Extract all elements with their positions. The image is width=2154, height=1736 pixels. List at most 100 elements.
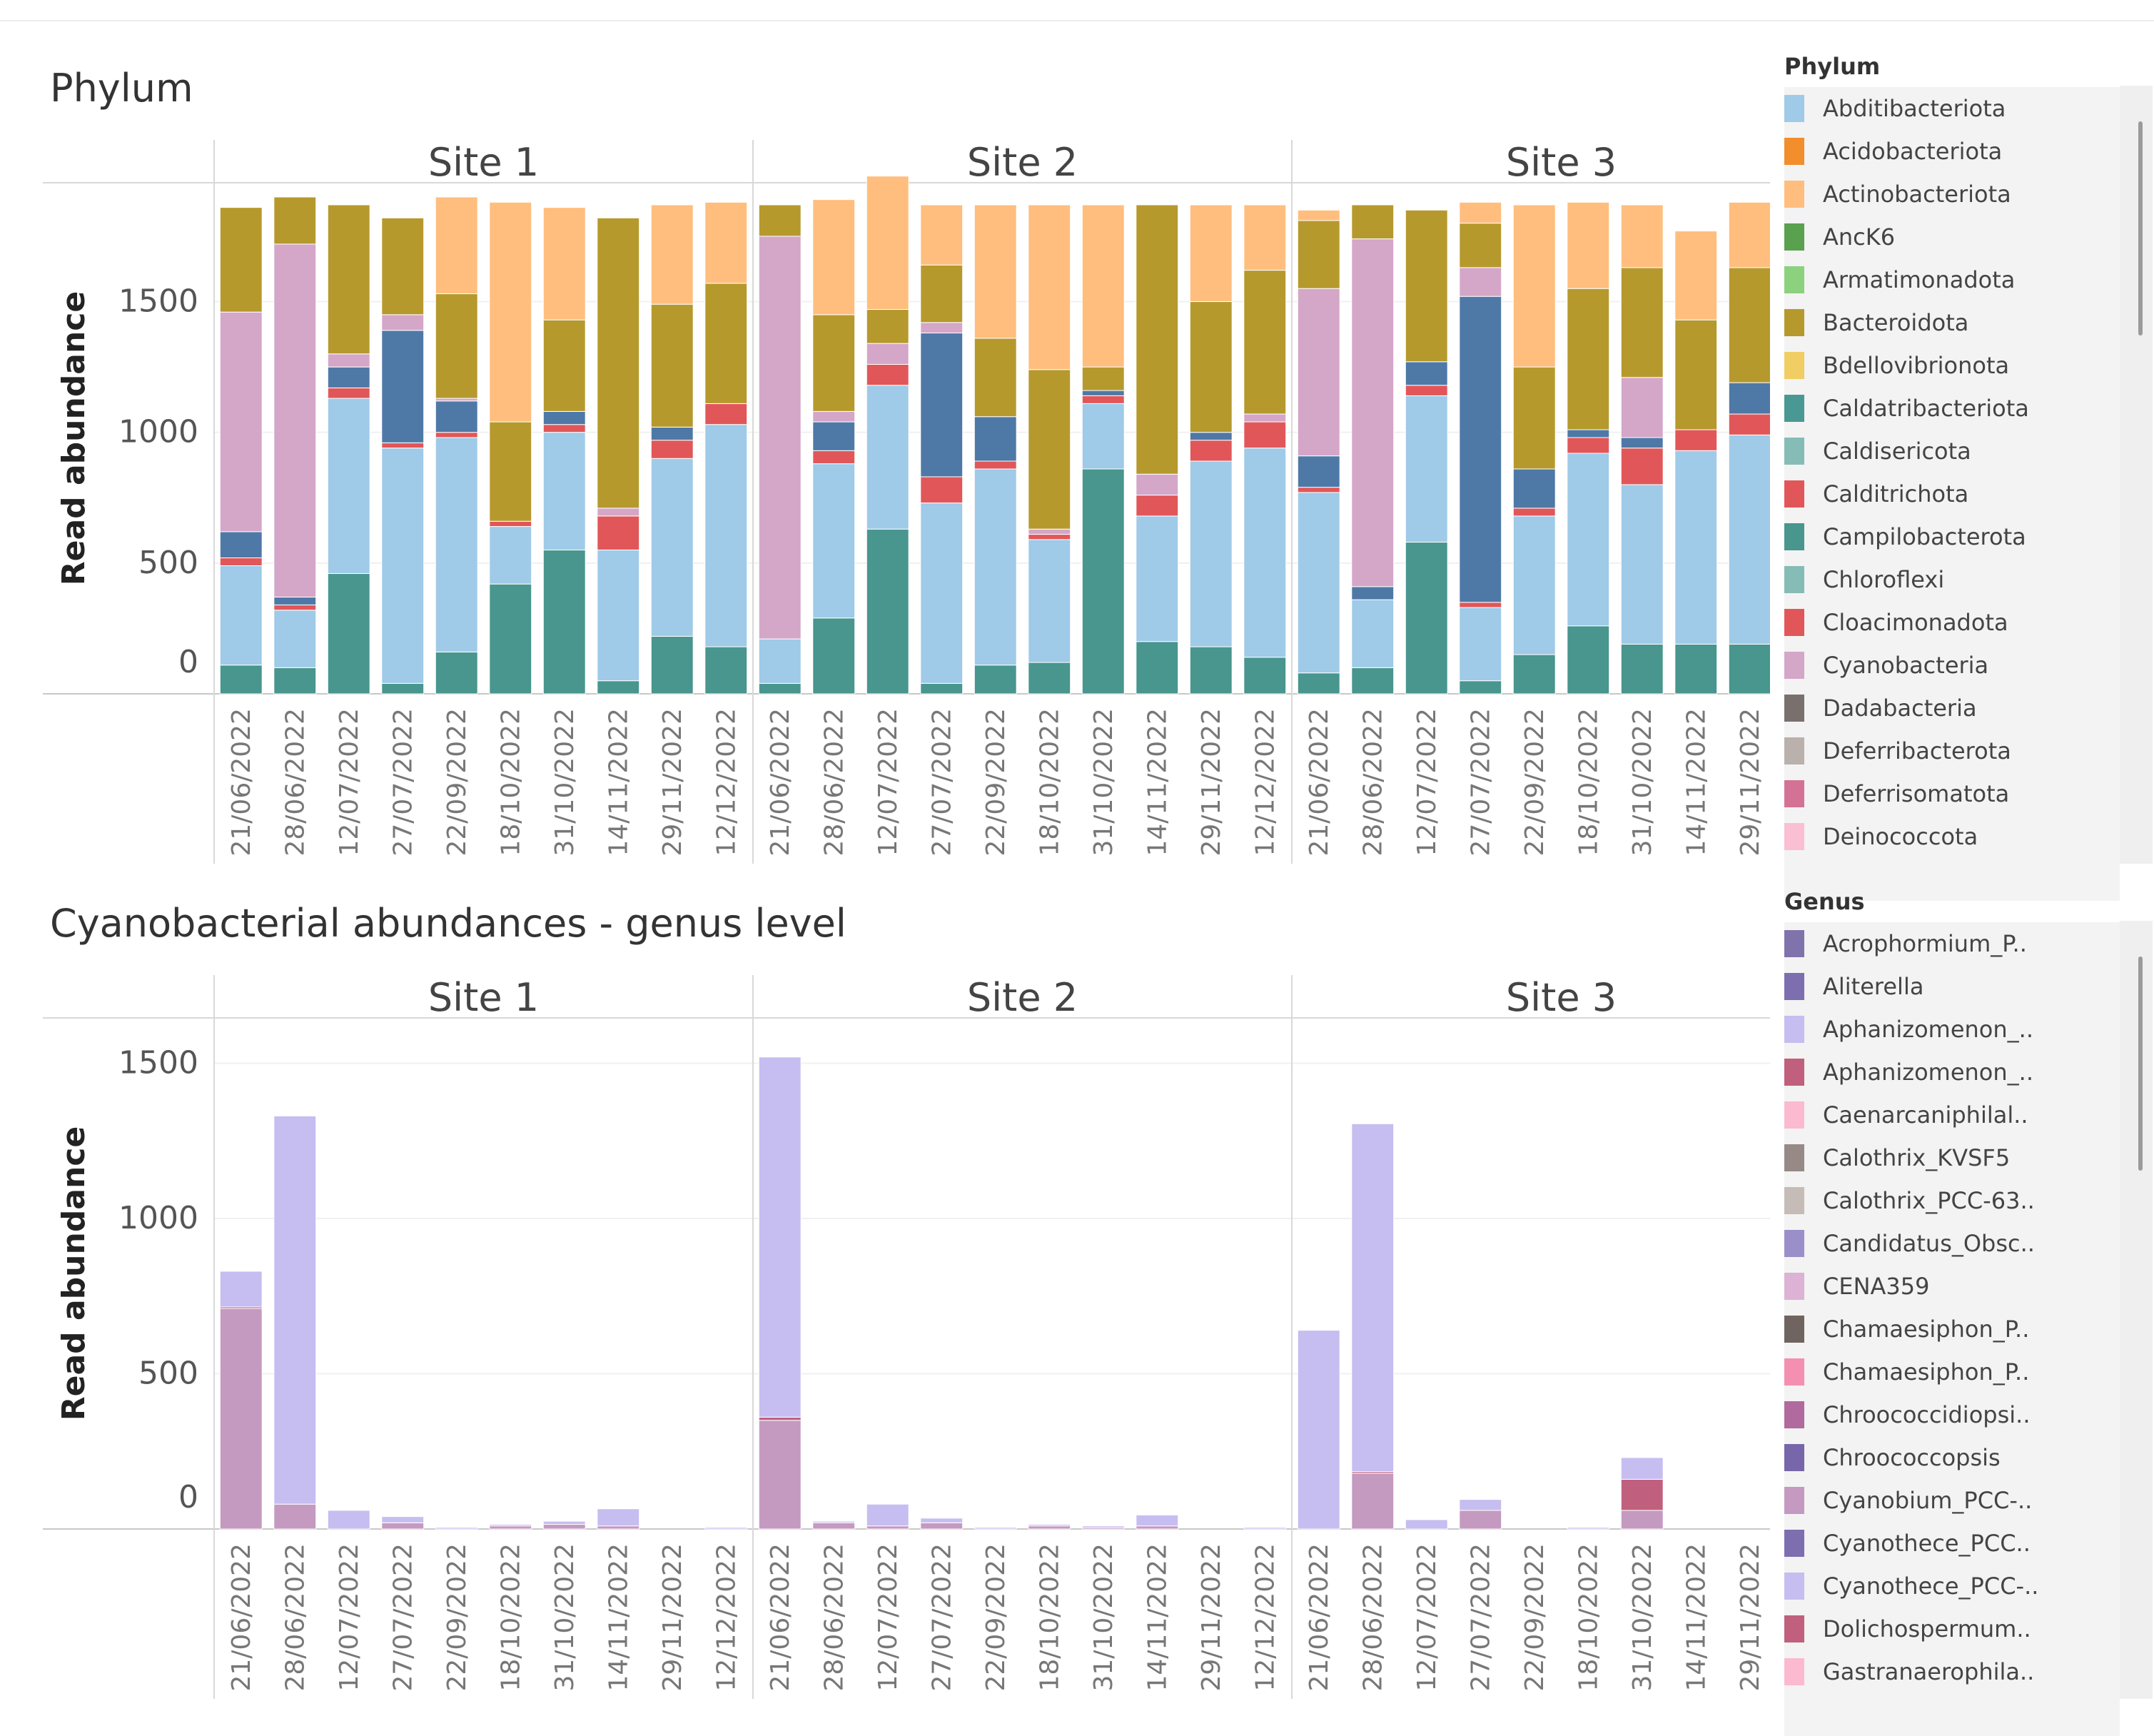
legend-label: Chamaesiphon_P.. — [1823, 1316, 2030, 1343]
legend-item[interactable]: Aliterella — [1784, 965, 2120, 1008]
legend-item[interactable]: Chamaesiphon_P.. — [1784, 1308, 2120, 1351]
legend-label: Caenarcaniphilal.. — [1823, 1101, 2028, 1129]
genus-legend-scroll-track[interactable] — [2120, 921, 2153, 1699]
bar-segment — [650, 458, 694, 637]
legend-swatch — [1784, 780, 1804, 807]
bar-segment — [1189, 646, 1233, 695]
legend-item[interactable]: AncK6 — [1784, 216, 2120, 258]
legend-item[interactable]: Acidobacteriota — [1784, 130, 2120, 173]
x-tick-label: 27/07/2022 — [1466, 1543, 1495, 1692]
bar-segment — [1459, 223, 1502, 268]
legend-item[interactable]: Chroococcopsis — [1784, 1436, 2120, 1479]
bar-segment — [866, 1503, 909, 1527]
bar-segment — [1081, 468, 1125, 695]
genus-legend-scroll[interactable]: Acrophormium_P.. Aliterella Aphanizomenon_… — [1784, 922, 2120, 1736]
x-tick-label: 31/10/2022 — [1089, 708, 1118, 857]
legend-item[interactable]: Campilobacterota — [1784, 515, 2120, 558]
bar-segment — [866, 1525, 909, 1530]
bar-segment — [1620, 1478, 1664, 1511]
bar-segment — [435, 196, 478, 295]
bar-segment — [1620, 267, 1664, 378]
bar-segment — [1405, 1519, 1448, 1530]
x-tick-label: 12/07/2022 — [1412, 708, 1442, 857]
legend-item[interactable]: Cloacimonadota — [1784, 601, 2120, 644]
x-tick-label: 31/10/2022 — [1628, 708, 1657, 857]
legend-item[interactable]: Cyanobium_PCC-.. — [1784, 1479, 2120, 1522]
legend-item[interactable]: Chroococcidiopsi.. — [1784, 1393, 2120, 1436]
genus-legend-scrollbar[interactable] — [2138, 957, 2143, 1171]
x-tick-label: 18/10/2022 — [1035, 1543, 1064, 1692]
legend-item[interactable]: Caenarcaniphilal.. — [1784, 1094, 2120, 1136]
legend-item[interactable]: Cyanothece_PCC-.. — [1784, 1565, 2120, 1608]
legend-item[interactable]: Calditrichota — [1784, 473, 2120, 515]
bar-segment — [920, 204, 964, 266]
legend-item[interactable]: Deinococcota — [1784, 815, 2120, 858]
legend-item[interactable]: Actinobacteriota — [1784, 173, 2120, 216]
bar-segment — [273, 604, 317, 611]
legend-item[interactable]: Bacteroidota — [1784, 301, 2120, 344]
bar-segment — [1297, 487, 1340, 493]
legend-item[interactable]: Dadabacteria — [1784, 687, 2120, 730]
bar-segment — [1243, 413, 1287, 423]
legend-label: Cyanothece_PCC-.. — [1823, 1573, 2039, 1600]
bar-segment — [1351, 238, 1395, 587]
bar-segment — [1620, 204, 1664, 268]
legend-swatch — [1784, 695, 1804, 722]
legend-label: Cyanobium_PCC-.. — [1823, 1487, 2033, 1514]
legend-item[interactable]: Candidatus_Obsc.. — [1784, 1222, 2120, 1265]
phylum-legend-scroll-track[interactable] — [2120, 86, 2153, 864]
legend-item[interactable]: Bdellovibrionota — [1784, 344, 2120, 387]
bar-segment — [920, 1518, 964, 1523]
bar-segment — [1567, 437, 1610, 454]
bar-segment — [1620, 643, 1664, 695]
bar-segment — [974, 416, 1017, 462]
legend-item[interactable]: Aphanizomenon_.. — [1784, 1051, 2120, 1094]
bar-segment — [1136, 1514, 1179, 1527]
legend-item[interactable]: Calothrix_KVSF5 — [1784, 1136, 2120, 1179]
x-tick-label: 18/10/2022 — [1035, 708, 1064, 857]
bar-segment — [489, 520, 532, 528]
bar-segment — [381, 448, 425, 684]
phylum-legend-scrollbar[interactable] — [2138, 121, 2143, 335]
legend-item[interactable]: Armatimonadota — [1784, 258, 2120, 301]
legend-item[interactable]: Chloroflexi — [1784, 558, 2120, 601]
legend-item[interactable]: Dolichospermum.. — [1784, 1608, 2120, 1650]
bar-segment — [920, 264, 964, 323]
legend-item[interactable]: Deferribacterota — [1784, 730, 2120, 772]
legend-item[interactable]: Caldisericota — [1784, 430, 2120, 473]
legend-item[interactable]: CENA359 — [1784, 1265, 2120, 1308]
x-tick-label: 28/06/2022 — [1358, 1543, 1387, 1692]
bar-segment — [1081, 1525, 1125, 1528]
legend-item[interactable]: Cyanobacteria — [1784, 644, 2120, 687]
bar-segment — [1459, 201, 1502, 224]
x-tick-label: 27/07/2022 — [388, 1543, 418, 1692]
x-tick-label: 28/06/2022 — [280, 1543, 310, 1692]
bar-segment — [704, 646, 748, 695]
legend-item[interactable]: Acrophormium_P.. — [1784, 922, 2120, 965]
bar-segment — [812, 410, 856, 423]
legend-item[interactable]: Deferrisomatota — [1784, 772, 2120, 815]
bar-segment — [1081, 204, 1125, 368]
bar-segment — [1189, 440, 1233, 462]
bar-segment — [327, 387, 370, 399]
legend-item[interactable]: Calothrix_PCC-63.. — [1784, 1179, 2120, 1222]
legend-label: Chroococcidiopsi.. — [1823, 1401, 2031, 1428]
bar-segment — [489, 201, 532, 423]
legend-item[interactable]: Aphanizomenon_.. — [1784, 1008, 2120, 1051]
legend-item[interactable]: Abditibacteriota — [1784, 87, 2120, 130]
legend-item[interactable]: Cyanothece_PCC.. — [1784, 1522, 2120, 1565]
legend-item[interactable]: Caldatribacteriota — [1784, 387, 2120, 430]
legend-item[interactable]: Chamaesiphon_P.. — [1784, 1351, 2120, 1393]
x-tick-label: 21/06/2022 — [227, 708, 256, 857]
x-tick-label: 29/11/2022 — [1197, 708, 1226, 857]
bar-segment — [1405, 361, 1448, 386]
x-tick-label: 14/11/2022 — [1143, 1543, 1172, 1692]
bar-segment — [327, 398, 370, 574]
legend-item[interactable]: Gastranaerophila.. — [1784, 1650, 2120, 1693]
legend-label: CENA359 — [1823, 1273, 1930, 1300]
phylum-legend-scroll[interactable]: Abditibacteriota Acidobacteriota Actinobac… — [1784, 87, 2120, 901]
bar-segment — [758, 1056, 802, 1418]
legend-label: Dolichospermum.. — [1823, 1615, 2031, 1642]
x-tick-label: 22/09/2022 — [443, 1543, 472, 1692]
bar-segment — [758, 638, 802, 684]
